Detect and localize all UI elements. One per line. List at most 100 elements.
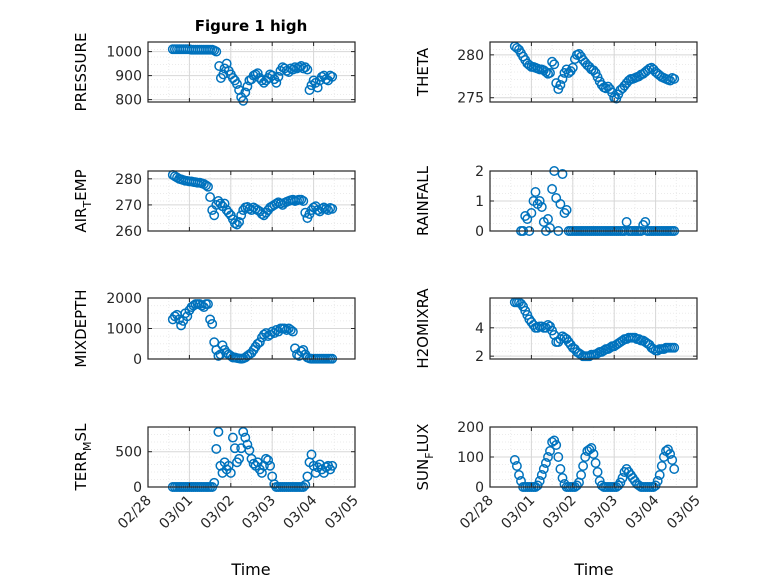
data-point bbox=[669, 73, 680, 84]
data-point bbox=[549, 59, 560, 70]
y-tick-label: 280 bbox=[115, 172, 142, 188]
data-point bbox=[514, 470, 524, 480]
data-point bbox=[229, 218, 240, 229]
data-point bbox=[327, 71, 338, 82]
y-tick-label: 270 bbox=[115, 198, 142, 214]
data-point bbox=[221, 58, 232, 69]
data-point bbox=[323, 205, 334, 216]
y-tick-label: 0 bbox=[475, 480, 484, 496]
data-point bbox=[308, 75, 319, 86]
figure-title: Figure 1 high bbox=[195, 17, 308, 35]
data-point bbox=[223, 460, 234, 471]
data-point bbox=[298, 63, 309, 74]
x-tick-label: 02/28 bbox=[457, 493, 497, 533]
data-point bbox=[265, 460, 276, 471]
axes-box bbox=[147, 426, 356, 488]
data-point bbox=[652, 345, 663, 356]
data-point bbox=[621, 217, 632, 227]
y-tick-label: 0 bbox=[133, 480, 142, 496]
data-point bbox=[654, 470, 665, 480]
data-point bbox=[263, 455, 274, 466]
data-point bbox=[201, 180, 211, 191]
data-point bbox=[547, 184, 558, 194]
data-point bbox=[207, 318, 218, 329]
y-tick-label: 0 bbox=[133, 352, 142, 368]
data-point bbox=[553, 452, 564, 462]
y-axis-label: RAINFALL bbox=[414, 165, 432, 236]
data-point bbox=[244, 445, 255, 456]
data-point bbox=[561, 205, 572, 215]
subplot-pressure: 800 900 1000 PRESSURE bbox=[72, 33, 356, 112]
data-point bbox=[240, 432, 251, 443]
data-point bbox=[652, 476, 663, 486]
y-axis-label: THETA bbox=[414, 47, 432, 97]
subplot-air-temp: 260 270 280 AIRTEMP bbox=[72, 169, 356, 240]
data-point bbox=[279, 323, 290, 334]
data-point bbox=[298, 344, 309, 355]
data-point bbox=[530, 187, 541, 197]
data-point bbox=[215, 198, 226, 209]
data-point bbox=[217, 340, 228, 351]
y-tick-label: 4 bbox=[475, 321, 484, 337]
data-point bbox=[281, 325, 292, 335]
data-point bbox=[543, 214, 553, 224]
data-point bbox=[256, 467, 267, 478]
data-point bbox=[555, 464, 566, 474]
data-point bbox=[227, 432, 238, 443]
data-point bbox=[236, 210, 247, 221]
data-point bbox=[588, 449, 599, 459]
data-point bbox=[640, 217, 651, 227]
data-point bbox=[547, 56, 558, 67]
data-point bbox=[225, 467, 236, 478]
x-tick-label: 03/05 bbox=[322, 493, 362, 533]
data-point bbox=[590, 458, 601, 468]
y-axis-label: PRESSURE bbox=[72, 33, 90, 112]
data-point bbox=[543, 452, 553, 462]
data-point bbox=[555, 79, 566, 90]
data-point bbox=[238, 426, 249, 437]
data-point bbox=[300, 207, 311, 218]
data-point bbox=[545, 446, 555, 456]
data-point bbox=[205, 192, 216, 203]
data-point bbox=[287, 326, 298, 337]
data-point bbox=[302, 64, 313, 75]
data-point bbox=[306, 449, 317, 460]
x-tick-label: 03/04 bbox=[281, 492, 321, 532]
data-point bbox=[229, 443, 240, 454]
data-point bbox=[549, 435, 560, 446]
data-point bbox=[669, 342, 680, 353]
data-point bbox=[240, 87, 251, 98]
data-point bbox=[526, 208, 537, 218]
data-point bbox=[176, 320, 187, 331]
data-point bbox=[232, 79, 242, 89]
data-point bbox=[242, 81, 253, 92]
data-point bbox=[634, 334, 644, 345]
data-point bbox=[578, 461, 589, 471]
data-point bbox=[534, 196, 545, 206]
data-point bbox=[598, 345, 609, 356]
data-point bbox=[576, 470, 587, 480]
y-tick-label: 1000 bbox=[106, 322, 142, 338]
data-point bbox=[203, 299, 213, 310]
data-point bbox=[219, 198, 230, 209]
data-point bbox=[287, 64, 298, 75]
data-point bbox=[629, 332, 640, 343]
y-tick-label: 500 bbox=[115, 445, 142, 461]
data-point bbox=[242, 439, 253, 450]
data-point bbox=[285, 325, 296, 335]
data-point bbox=[665, 449, 676, 459]
subplot-h2omixra: 2 4 H2OMIXRA bbox=[414, 288, 698, 369]
y-axis-label: MIXDEPTH bbox=[72, 289, 90, 367]
axes-box bbox=[489, 297, 698, 360]
data-point bbox=[580, 452, 591, 462]
axes-box bbox=[147, 170, 356, 232]
data-point bbox=[234, 453, 245, 464]
data-point bbox=[586, 443, 597, 453]
y-tick-label: 900 bbox=[115, 69, 142, 85]
subplot-mixdepth: 0 1000 2000 MIXDEPTH bbox=[72, 289, 356, 368]
y-tick-label: 100 bbox=[457, 450, 484, 466]
data-point bbox=[327, 203, 338, 214]
data-point bbox=[254, 337, 265, 348]
y-axis-label: AIRTEMP bbox=[72, 169, 94, 232]
